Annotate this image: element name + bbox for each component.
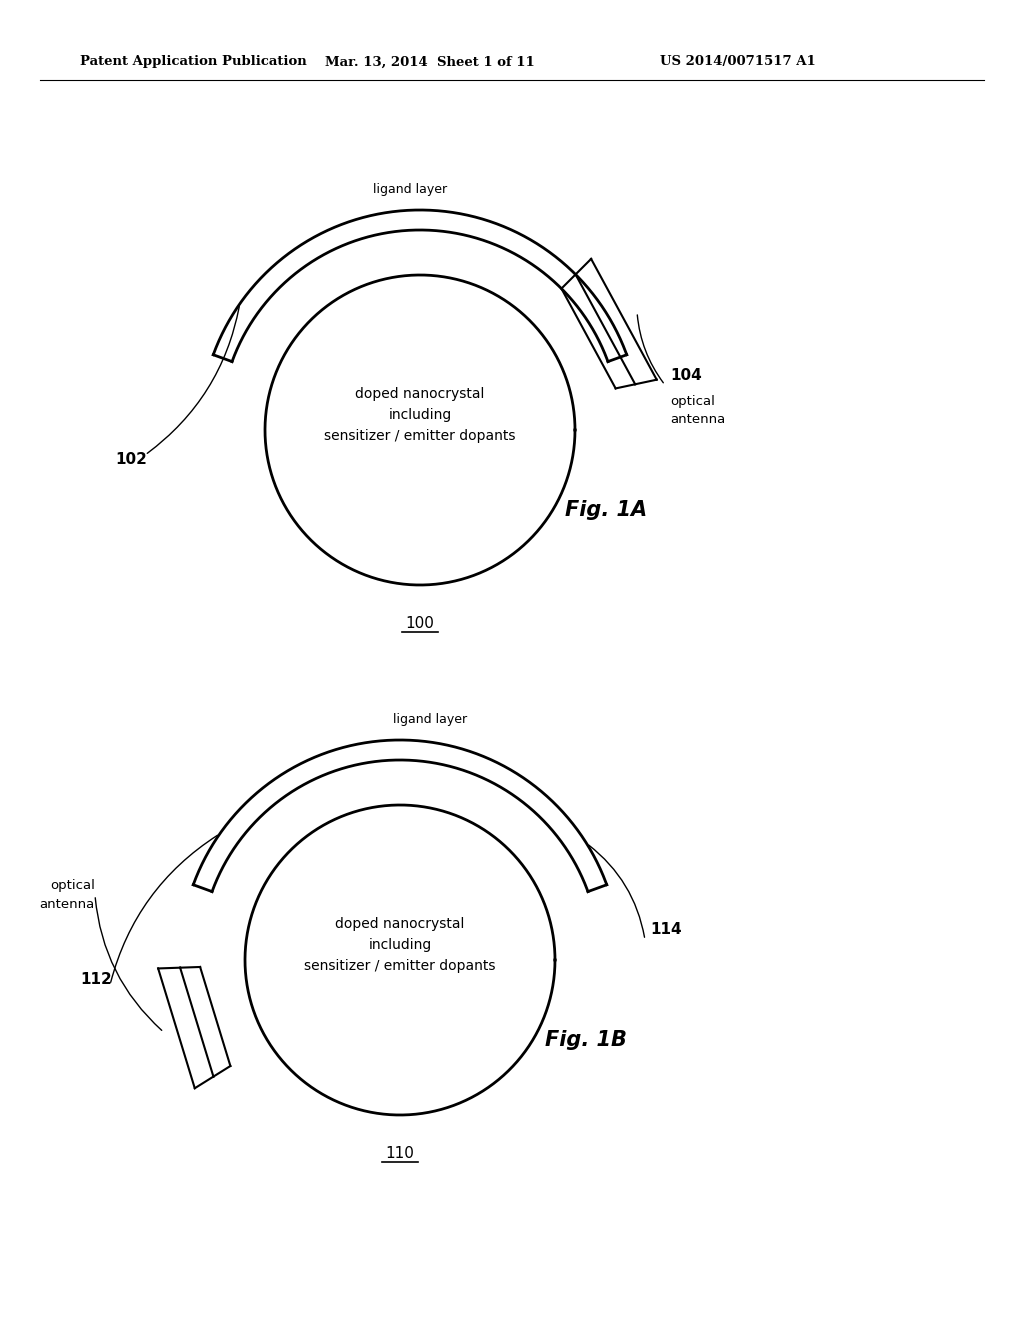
Text: Fig. 1B: Fig. 1B [545, 1030, 627, 1049]
Text: ligand layer: ligand layer [393, 713, 467, 726]
Text: 102: 102 [115, 453, 146, 467]
Text: Mar. 13, 2014  Sheet 1 of 11: Mar. 13, 2014 Sheet 1 of 11 [326, 55, 535, 69]
Text: optical
antenna: optical antenna [40, 879, 95, 911]
Text: optical
antenna: optical antenna [670, 395, 725, 426]
Text: 104: 104 [670, 367, 701, 383]
Text: 112: 112 [80, 973, 112, 987]
Text: Fig. 1A: Fig. 1A [565, 500, 647, 520]
Text: doped nanocrystal
including
sensitizer / emitter dopants: doped nanocrystal including sensitizer /… [325, 387, 516, 442]
Text: Patent Application Publication: Patent Application Publication [80, 55, 307, 69]
Text: 100: 100 [406, 615, 434, 631]
Text: 114: 114 [650, 923, 682, 937]
Text: doped nanocrystal
including
sensitizer / emitter dopants: doped nanocrystal including sensitizer /… [304, 917, 496, 973]
Text: 110: 110 [386, 1146, 415, 1160]
Text: ligand layer: ligand layer [373, 183, 447, 195]
Text: US 2014/0071517 A1: US 2014/0071517 A1 [660, 55, 816, 69]
